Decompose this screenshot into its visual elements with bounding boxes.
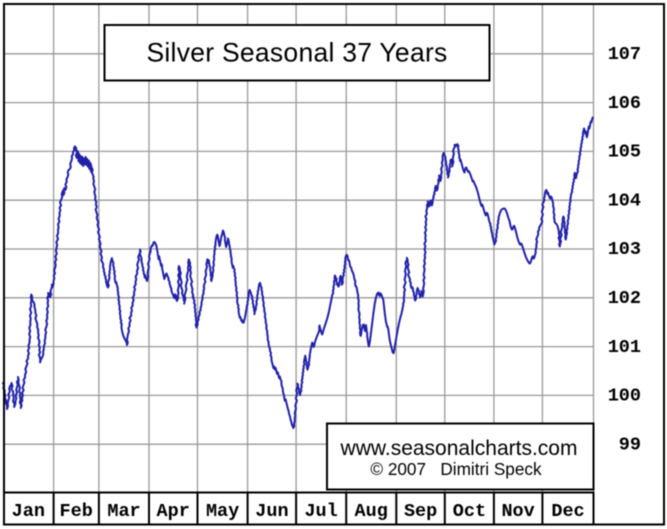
- svg-text:102: 102: [608, 288, 641, 309]
- svg-text:Sep: Sep: [404, 501, 437, 522]
- svg-text:106: 106: [608, 93, 641, 114]
- svg-text:www.seasonalcharts.com: www.seasonalcharts.com: [340, 437, 578, 460]
- svg-text:Apr: Apr: [157, 501, 190, 522]
- svg-text:Jan: Jan: [12, 501, 45, 522]
- svg-text:99: 99: [619, 434, 641, 455]
- svg-text:Mar: Mar: [107, 501, 140, 522]
- svg-text:103: 103: [608, 239, 641, 260]
- svg-text:Feb: Feb: [60, 501, 93, 522]
- svg-text:Jun: Jun: [255, 501, 288, 522]
- svg-text:May: May: [206, 501, 239, 522]
- svg-text:101: 101: [608, 337, 641, 358]
- svg-text:Oct: Oct: [453, 501, 486, 522]
- svg-text:Jul: Jul: [304, 501, 337, 522]
- svg-text:Aug: Aug: [355, 501, 388, 522]
- svg-text:Nov: Nov: [501, 501, 534, 522]
- svg-text:104: 104: [608, 190, 641, 211]
- svg-text:Silver Seasonal 37 Years: Silver Seasonal 37 Years: [146, 38, 447, 68]
- svg-text:107: 107: [608, 44, 641, 65]
- svg-text:© 2007 Dimitri Speck: © 2007 Dimitri Speck: [370, 459, 542, 479]
- svg-text:105: 105: [608, 142, 641, 163]
- svg-text:Dec: Dec: [551, 501, 584, 522]
- svg-text:100: 100: [608, 386, 641, 407]
